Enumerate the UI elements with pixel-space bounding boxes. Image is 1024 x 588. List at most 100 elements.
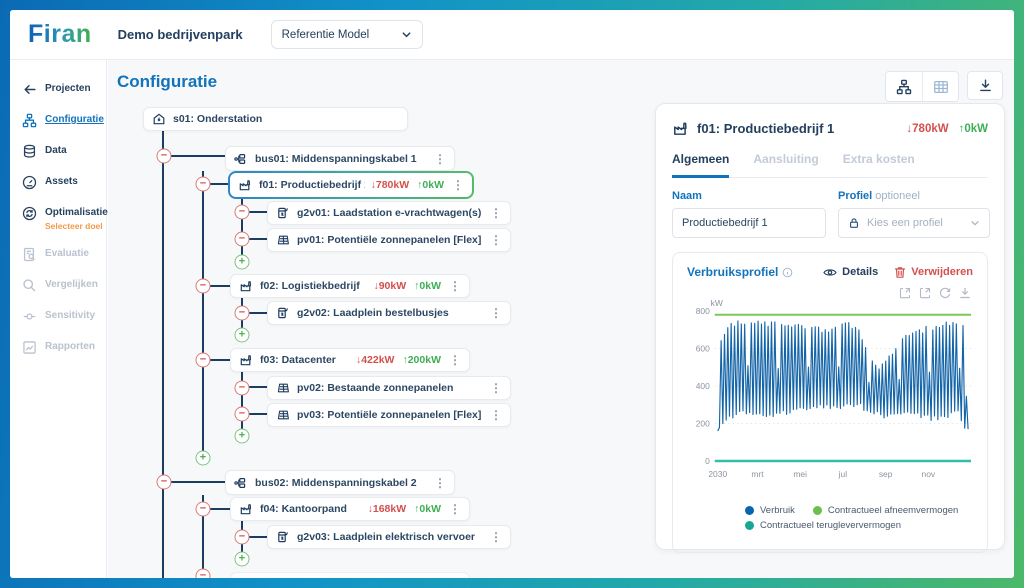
selected-node-outline: f01: Productiebedrijf 1 ↓780kW ↑0kW ⋮: [228, 171, 474, 199]
profiel-select[interactable]: Kies een profiel: [838, 208, 990, 238]
tree-node-pv01[interactable]: pv01: Potentiële zonnepanelen [Flex] ⋮: [267, 228, 511, 252]
sidebar-item-assets[interactable]: Assets: [10, 167, 106, 198]
legend-item[interactable]: Verbruik: [745, 505, 795, 516]
collapse-node-button[interactable]: −: [234, 305, 250, 321]
sidebar-item-optimalisatie[interactable]: Optimalisatie Selecteer doel: [10, 198, 108, 239]
sidebar-item-data[interactable]: Data: [10, 136, 106, 167]
delete-profile-button[interactable]: Verwijderen: [894, 266, 973, 279]
tab-aansluiting[interactable]: Aansluiting: [753, 152, 819, 166]
panel-header: f01: Productiebedrijf 1 ↓780kW ↑0kW: [656, 104, 1004, 137]
reset-view-icon[interactable]: [939, 287, 951, 299]
collapse-node-button[interactable]: −: [195, 278, 211, 294]
zoom-select-icon[interactable]: [899, 287, 911, 299]
sidebar-item-configuratie[interactable]: Configuratie: [10, 105, 106, 136]
tree-node-s01[interactable]: s01: Onderstation: [143, 107, 408, 131]
tree-connector: [202, 171, 204, 460]
kebab-menu-icon[interactable]: ⋮: [449, 279, 461, 293]
tree-node-label: pv03: Potentiële zonnepanelen [Flex]: [297, 409, 482, 421]
sidebar-item-evaluatie[interactable]: Evaluatie: [10, 239, 106, 270]
kebab-menu-icon[interactable]: ⋮: [490, 206, 502, 220]
model-select-dropdown[interactable]: Referentie Model: [270, 20, 423, 49]
kebab-menu-icon[interactable]: ⋮: [449, 577, 461, 578]
tree-node-f05[interactable]: ↓↑⋮: [230, 572, 470, 578]
demand-value: ↓422kW: [355, 354, 395, 366]
supply-value: ↑0kW: [414, 503, 441, 515]
naam-input[interactable]: [672, 208, 826, 238]
sidebar-item-label: Vergelijken: [45, 279, 98, 290]
sidebar-item-sensitivity[interactable]: Sensitivity: [10, 301, 106, 332]
eye-icon: [823, 268, 837, 276]
kebab-menu-icon[interactable]: ⋮: [490, 408, 502, 422]
tree-node-pv02[interactable]: pv02: Bestaande zonnepanelen ⋮: [267, 376, 511, 400]
kebab-menu-icon[interactable]: ⋮: [490, 233, 502, 247]
panel-tabs: Algemeen Aansluiting Extra kosten: [672, 152, 988, 178]
kebab-menu-icon[interactable]: ⋮: [434, 475, 446, 490]
details-button[interactable]: Details: [823, 266, 878, 278]
kebab-menu-icon[interactable]: ⋮: [490, 306, 502, 320]
kebab-menu-icon[interactable]: ⋮: [490, 381, 502, 395]
kebab-menu-icon[interactable]: ⋮: [490, 530, 502, 544]
sidebar-item-rapporten[interactable]: Rapporten: [10, 332, 106, 363]
main-content: Configuratie − − − − − − − − − − − − − + + + + + s01: Onde…: [108, 60, 1014, 578]
tree-view-button[interactable]: [886, 72, 922, 101]
tree-node-f01[interactable]: f01: Productiebedrijf 1 ↓780kW ↑0kW ⋮: [230, 173, 472, 197]
collapse-node-button[interactable]: −: [195, 176, 211, 192]
tree-node-g2v03[interactable]: g2v03: Laadplein elektrisch vervoer ⋮: [267, 525, 511, 549]
tree-connector: [162, 131, 164, 578]
solar-icon: [276, 408, 290, 422]
collapse-node-button[interactable]: −: [195, 501, 211, 517]
collapse-node-button[interactable]: −: [234, 406, 250, 422]
collapse-node-button[interactable]: −: [234, 231, 250, 247]
add-node-button[interactable]: +: [234, 254, 250, 270]
collapse-node-button[interactable]: −: [156, 148, 172, 164]
tree-node-g2v02[interactable]: g2v02: Laadplein bestelbusjes ⋮: [267, 301, 511, 325]
kebab-menu-icon[interactable]: ⋮: [449, 502, 461, 516]
tab-algemeen[interactable]: Algemeen: [672, 152, 730, 178]
sitemap-icon: [896, 79, 912, 94]
factory-icon: [238, 178, 252, 192]
tree-node-f03[interactable]: f03: Datacenter ↓422kW ↑200kW ⋮: [230, 348, 470, 372]
supply-value: ↑200kW: [402, 354, 441, 366]
add-node-button[interactable]: +: [234, 551, 250, 567]
tree-node-bus02[interactable]: bus02: Middenspanningskabel 2 ⋮: [225, 470, 455, 495]
add-node-button[interactable]: +: [234, 428, 250, 444]
info-icon[interactable]: [782, 267, 793, 278]
sidebar-item-projecten[interactable]: Projecten: [10, 74, 106, 105]
kebab-menu-icon[interactable]: ⋮: [449, 353, 461, 367]
tree-node-pv03[interactable]: pv03: Potentiële zonnepanelen [Flex] ⋮: [267, 403, 511, 427]
add-node-button[interactable]: +: [195, 450, 211, 466]
legend-item[interactable]: Contractueel terugleververmogen: [745, 520, 901, 531]
tree-node-g2v01[interactable]: g2v01: Laadstation e-vrachtwagen(s) ⋮: [267, 201, 511, 225]
tree-node-label: g2v02: Laadplein bestelbusjes: [297, 307, 449, 319]
collapse-node-button[interactable]: −: [195, 568, 211, 578]
kebab-menu-icon[interactable]: ⋮: [452, 178, 464, 192]
legend-item[interactable]: Contractueel afneemvermogen: [812, 505, 958, 516]
collapse-node-button[interactable]: −: [156, 474, 172, 490]
tree-node-f02[interactable]: f02: Logistiekbedrijf ↓90kW ↑0kW ⋮: [230, 274, 470, 298]
tree-node-label: pv01: Potentiële zonnepanelen [Flex]: [297, 234, 482, 246]
svg-text:2030: 2030: [708, 469, 727, 479]
collapse-node-button[interactable]: −: [234, 380, 250, 396]
tree-node-bus01[interactable]: bus01: Middenspanningskabel 1 ⋮: [225, 146, 455, 171]
collapse-node-button[interactable]: −: [234, 204, 250, 220]
tree-connector: [203, 183, 230, 185]
kebab-menu-icon[interactable]: ⋮: [434, 151, 446, 166]
tree-node-label: f04: Kantoorpand: [260, 503, 347, 515]
collapse-node-button[interactable]: −: [195, 352, 211, 368]
table-view-button[interactable]: [922, 72, 958, 101]
tab-extra-kosten[interactable]: Extra kosten: [842, 152, 915, 166]
demand-value: ↓780kW: [370, 179, 410, 191]
tree-node-label: bus01: Middenspanningskabel 1: [255, 152, 417, 165]
download-chart-icon[interactable]: [959, 287, 971, 299]
svg-text:mrt: mrt: [751, 469, 764, 479]
add-node-button[interactable]: +: [234, 327, 250, 343]
tree-connector: [203, 285, 230, 287]
page-title: Configuratie: [117, 72, 218, 91]
tree-node-f04[interactable]: f04: Kantoorpand ↓168kW ↑0kW ⋮: [230, 497, 470, 521]
collapse-node-button[interactable]: −: [234, 529, 250, 545]
sidebar-item-vergelijken[interactable]: Vergelijken: [10, 270, 106, 301]
crop-select-icon[interactable]: [919, 287, 931, 299]
download-config-button[interactable]: [967, 71, 1003, 100]
